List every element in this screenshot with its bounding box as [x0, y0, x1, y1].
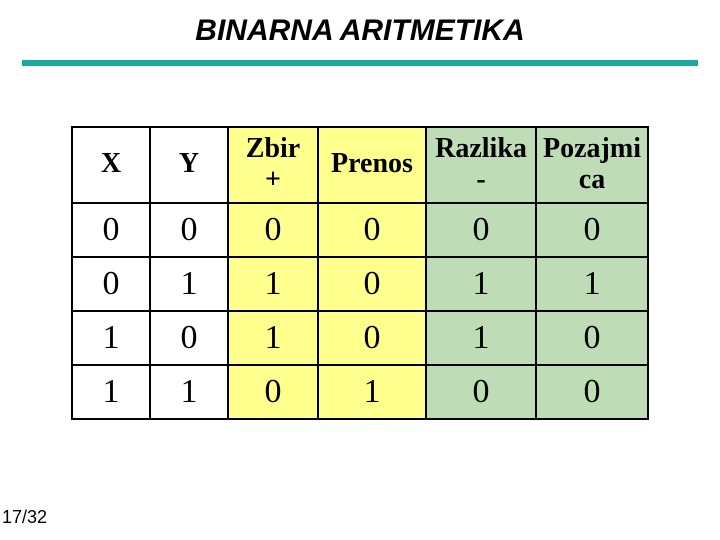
col-header-sub: + — [233, 165, 313, 196]
cell: 0 — [228, 365, 318, 419]
col-header-label: Zbir — [246, 133, 300, 164]
col-header-y: Y — [150, 127, 228, 203]
cell: 1 — [150, 365, 228, 419]
cell: 1 — [228, 257, 318, 311]
cell: 0 — [318, 257, 426, 311]
cell: 0 — [318, 311, 426, 365]
cell: 1 — [536, 257, 648, 311]
cell: 0 — [318, 203, 426, 257]
cell: 0 — [228, 203, 318, 257]
cell: 0 — [536, 203, 648, 257]
table-row: 1 0 1 0 1 0 — [72, 311, 648, 365]
col-header-label: Pozajmi — [543, 133, 641, 164]
col-header-pozajmica: Pozajmi ca — [536, 127, 648, 203]
cell: 1 — [72, 311, 150, 365]
col-header-label: Y — [179, 148, 199, 179]
col-header-x: X — [72, 127, 150, 203]
col-header-label: Razlika — [435, 133, 527, 164]
table-row: 1 1 0 1 0 0 — [72, 365, 648, 419]
cell: 1 — [228, 311, 318, 365]
table-header-row: X Y Zbir + Prenos Razlika - — [72, 127, 648, 203]
col-header-label: X — [101, 148, 121, 179]
slide-number: 17/32 — [2, 507, 47, 528]
cell: 1 — [150, 257, 228, 311]
cell: 1 — [72, 365, 150, 419]
cell: 0 — [536, 365, 648, 419]
col-header-sub: ca — [541, 165, 643, 196]
col-header-sub: - — [431, 165, 531, 196]
cell: 0 — [150, 203, 228, 257]
cell: 0 — [426, 203, 536, 257]
cell: 0 — [150, 311, 228, 365]
title-underline — [22, 60, 698, 66]
cell: 1 — [318, 365, 426, 419]
table-row: 0 0 0 0 0 0 — [72, 203, 648, 257]
arith-table: X Y Zbir + Prenos Razlika - — [71, 126, 649, 420]
cell: 1 — [426, 257, 536, 311]
cell: 0 — [426, 365, 536, 419]
col-header-zbir: Zbir + — [228, 127, 318, 203]
page-title: BINARNA ARITMETIKA — [0, 0, 720, 60]
table-container: X Y Zbir + Prenos Razlika - — [0, 126, 720, 420]
cell: 0 — [536, 311, 648, 365]
cell: 0 — [72, 257, 150, 311]
cell: 1 — [426, 311, 536, 365]
col-header-prenos: Prenos — [318, 127, 426, 203]
col-header-label: Prenos — [331, 148, 413, 179]
table-row: 0 1 1 0 1 1 — [72, 257, 648, 311]
col-header-razlika: Razlika - — [426, 127, 536, 203]
cell: 0 — [72, 203, 150, 257]
